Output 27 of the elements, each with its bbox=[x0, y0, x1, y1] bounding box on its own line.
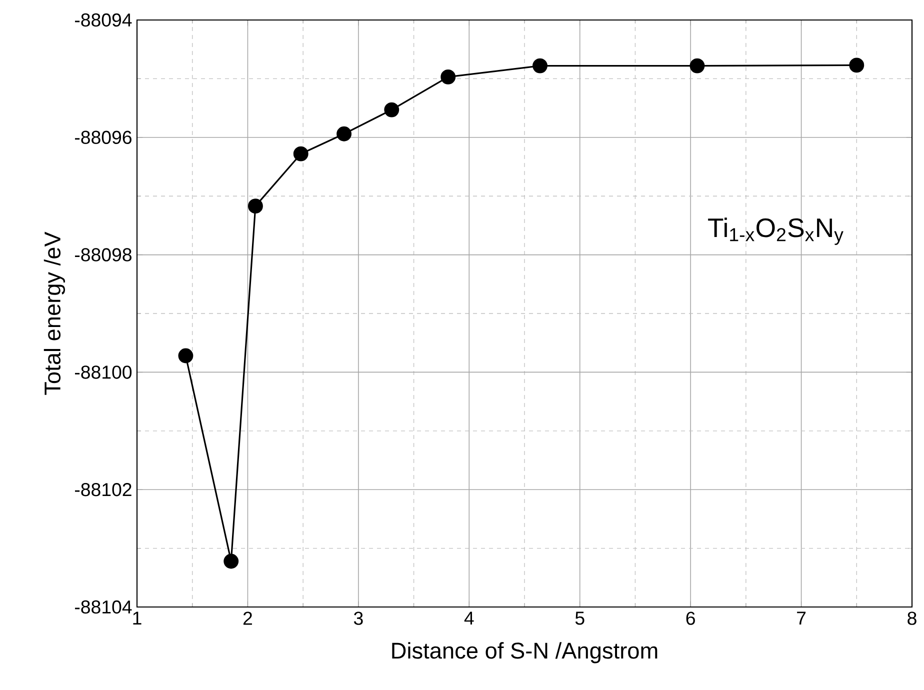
y-tick-label: -88102 bbox=[75, 482, 132, 496]
y-tick-label: -88100 bbox=[75, 366, 132, 379]
point bbox=[224, 554, 239, 569]
y-axis-title: Total energy /eV bbox=[44, 232, 66, 395]
point bbox=[178, 348, 194, 364]
x-tick-label: 6 bbox=[686, 612, 695, 625]
point bbox=[532, 58, 548, 74]
x-tick-label: 8 bbox=[908, 612, 916, 625]
x-tick-label: 2 bbox=[243, 612, 252, 625]
y-tick-label: -88098 bbox=[75, 248, 132, 262]
y-tick-label: -88104 bbox=[75, 600, 132, 614]
x-tick-label: 5 bbox=[575, 612, 584, 625]
x-axis-title: Distance of S-N /Angstrom bbox=[392, 642, 658, 664]
point bbox=[849, 58, 864, 73]
point bbox=[384, 102, 400, 118]
point bbox=[293, 146, 308, 162]
x-tick-label: 1 bbox=[133, 612, 142, 625]
x-tick-label: 7 bbox=[797, 612, 806, 625]
point bbox=[336, 126, 352, 142]
y-tick-label: -88096 bbox=[75, 130, 132, 144]
x-tick-label: 4 bbox=[464, 612, 474, 625]
point bbox=[440, 69, 456, 84]
point bbox=[690, 58, 705, 74]
y-tick-label: -88094 bbox=[75, 13, 132, 27]
point bbox=[248, 198, 263, 214]
x-tick-label: 3 bbox=[354, 612, 363, 625]
annotation: Ti$_{1-x}$O$_{2}$S$_{x}$N$_{y}$ bbox=[708, 218, 844, 245]
